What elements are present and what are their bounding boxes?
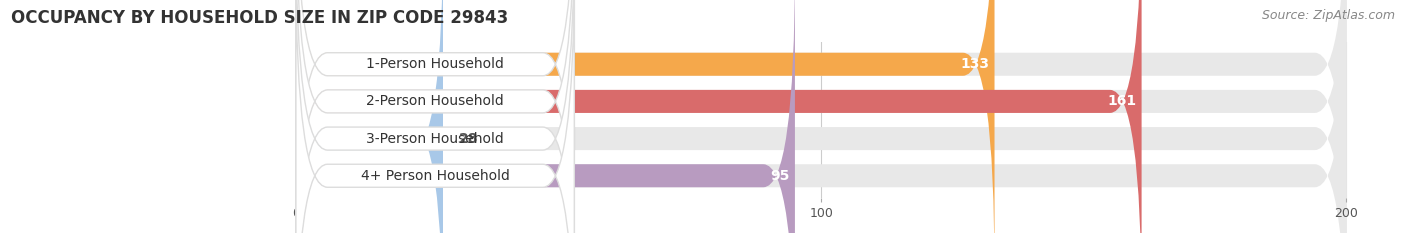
- FancyBboxPatch shape: [295, 0, 1347, 233]
- FancyBboxPatch shape: [295, 0, 1347, 233]
- Text: 161: 161: [1107, 94, 1136, 108]
- FancyBboxPatch shape: [295, 0, 994, 233]
- Text: 1-Person Household: 1-Person Household: [366, 57, 505, 71]
- FancyBboxPatch shape: [295, 0, 1142, 233]
- FancyBboxPatch shape: [295, 0, 574, 233]
- FancyBboxPatch shape: [295, 0, 1347, 233]
- FancyBboxPatch shape: [295, 0, 574, 233]
- Text: OCCUPANCY BY HOUSEHOLD SIZE IN ZIP CODE 29843: OCCUPANCY BY HOUSEHOLD SIZE IN ZIP CODE …: [11, 9, 509, 27]
- FancyBboxPatch shape: [295, 0, 1347, 233]
- Text: 28: 28: [458, 132, 478, 146]
- FancyBboxPatch shape: [295, 0, 574, 233]
- Text: 4+ Person Household: 4+ Person Household: [361, 169, 509, 183]
- Text: Source: ZipAtlas.com: Source: ZipAtlas.com: [1261, 9, 1395, 22]
- FancyBboxPatch shape: [295, 0, 574, 233]
- Text: 3-Person Household: 3-Person Household: [366, 132, 503, 146]
- Text: 133: 133: [960, 57, 990, 71]
- Text: 2-Person Household: 2-Person Household: [366, 94, 503, 108]
- FancyBboxPatch shape: [295, 0, 794, 233]
- Text: 95: 95: [770, 169, 790, 183]
- FancyBboxPatch shape: [295, 0, 443, 233]
